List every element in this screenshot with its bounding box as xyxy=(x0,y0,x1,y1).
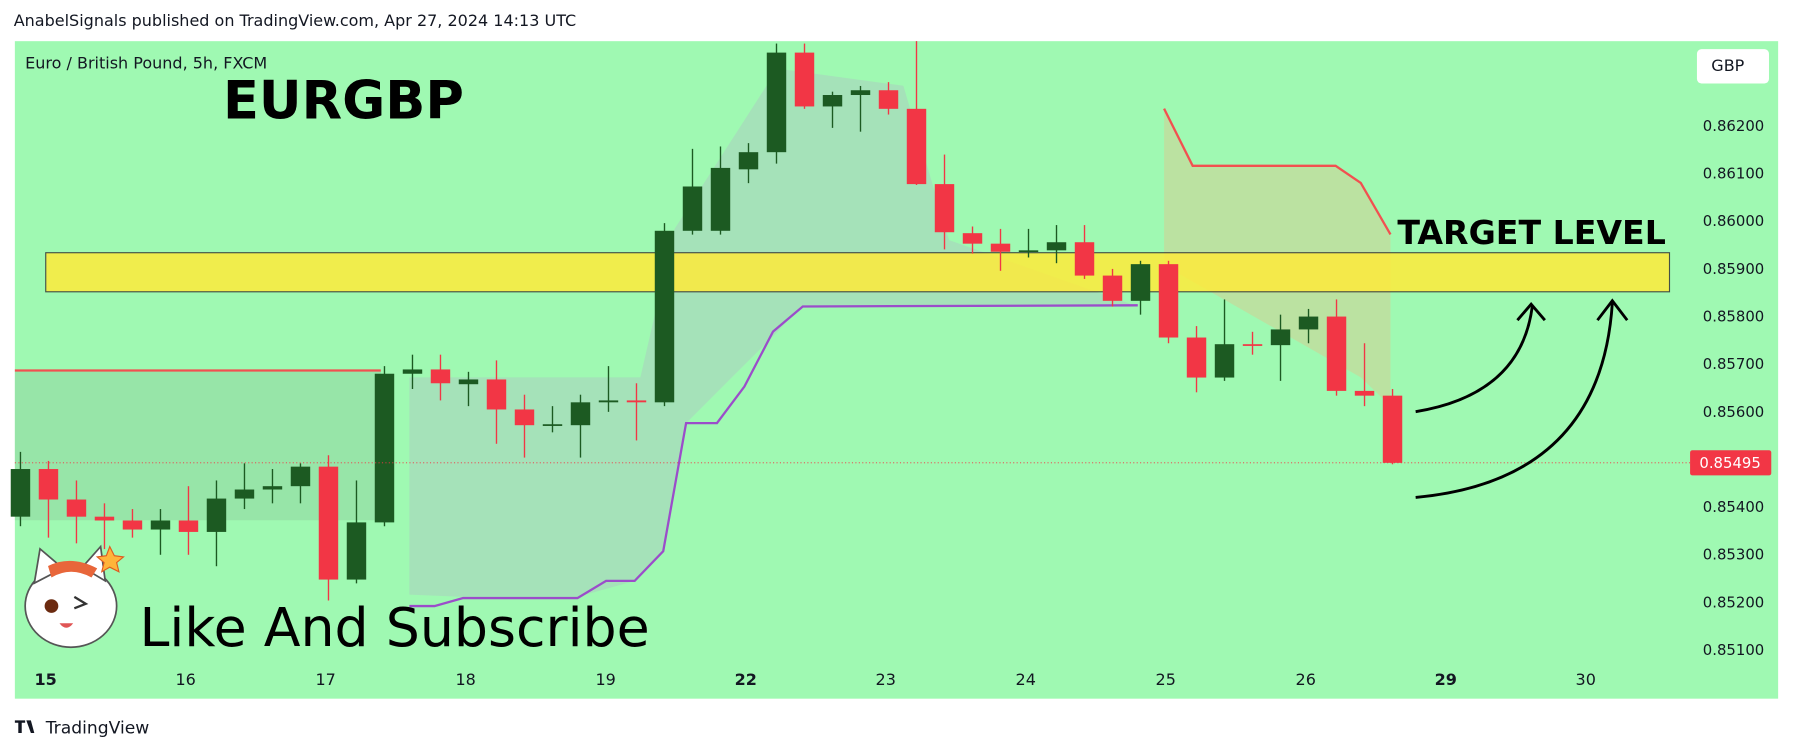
header: AnabelSignals published on TradingView.c… xyxy=(14,11,576,30)
candle-body xyxy=(514,409,535,426)
candle-body xyxy=(1326,316,1347,391)
x-tick-label: 18 xyxy=(456,670,476,689)
candle-body xyxy=(990,243,1011,252)
candle-body xyxy=(290,466,311,487)
x-tick-label: 16 xyxy=(175,670,195,689)
candle-body xyxy=(1130,264,1151,301)
y-tick-label: 0.85600 xyxy=(1703,403,1764,421)
arrow xyxy=(1415,306,1534,414)
annotation: Like And Subscribe xyxy=(140,596,650,659)
candle-body xyxy=(1074,242,1095,276)
candle-body xyxy=(1186,337,1207,378)
y-tick-label: 0.85900 xyxy=(1703,260,1764,278)
candle-body xyxy=(738,152,759,170)
candle-body xyxy=(234,489,255,499)
arrow-head xyxy=(1596,298,1629,322)
candle-body xyxy=(598,400,619,403)
candle-body xyxy=(1102,275,1123,301)
candle-body xyxy=(822,95,843,107)
x-tick-label: 24 xyxy=(1016,670,1036,689)
mascot xyxy=(24,544,125,649)
candle-body xyxy=(1270,329,1291,346)
arrow-head xyxy=(1516,301,1546,322)
x-tick-label: 25 xyxy=(1156,670,1176,689)
candle-body xyxy=(318,466,339,580)
target-zone xyxy=(45,252,1671,293)
candle-body xyxy=(682,186,703,231)
indicator-line xyxy=(1163,108,1392,235)
candle-body xyxy=(38,469,59,500)
candle-body xyxy=(1214,344,1235,378)
arrow xyxy=(1415,302,1614,499)
y-tick-label: 0.85700 xyxy=(1703,355,1764,373)
candle-body xyxy=(458,379,479,385)
candle-body xyxy=(430,369,451,384)
candle-body xyxy=(794,52,815,107)
candle-body xyxy=(486,379,507,410)
chart-title: EURGBP xyxy=(223,71,464,132)
candle-body xyxy=(94,516,115,521)
indicator-line xyxy=(409,304,1138,608)
candle-body xyxy=(1046,242,1067,251)
candle-body xyxy=(710,167,731,231)
y-tick-label: 0.85300 xyxy=(1703,546,1764,564)
candle-body xyxy=(122,520,143,530)
candle-body xyxy=(262,486,283,490)
y-tick-label: 0.85800 xyxy=(1703,308,1764,326)
candle-body xyxy=(206,498,227,532)
y-tick-label: 0.85100 xyxy=(1703,641,1764,659)
candle-body xyxy=(766,52,787,153)
candle-body xyxy=(906,108,927,185)
y-tick-label: 0.86100 xyxy=(1703,165,1764,183)
currency[interactable]: GBP xyxy=(1711,56,1744,75)
x-tick-label: 19 xyxy=(596,670,616,689)
candle-body xyxy=(934,184,955,233)
x-tick-label: 29 xyxy=(1435,670,1457,689)
candle-body xyxy=(654,230,675,403)
candle-body xyxy=(1242,344,1263,346)
candle-body xyxy=(1382,395,1403,463)
candle-body xyxy=(178,520,199,532)
candle-body xyxy=(850,90,871,96)
x-tick-label: 17 xyxy=(315,670,335,689)
cloud xyxy=(14,371,381,521)
candle-body xyxy=(374,373,395,523)
candle-body xyxy=(346,522,367,580)
last-price-label: 0.85495 xyxy=(1699,454,1760,472)
candle-body xyxy=(1354,390,1375,396)
candle-body xyxy=(10,469,31,517)
candle-body xyxy=(1158,264,1179,338)
footer: TradingView xyxy=(45,718,150,738)
candle-body xyxy=(962,233,983,244)
x-tick-label: 22 xyxy=(735,670,757,689)
currency-box[interactable] xyxy=(1696,49,1769,84)
subtitle: Euro / British Pound, 5h, FXCM xyxy=(25,54,267,73)
candle-body xyxy=(1298,316,1319,330)
candle-body xyxy=(66,499,87,517)
x-tick-label: 26 xyxy=(1296,670,1316,689)
y-tick-label: 0.86200 xyxy=(1703,117,1764,135)
candle-body xyxy=(878,90,899,109)
candle-body xyxy=(1018,250,1039,253)
candle-body xyxy=(570,402,591,426)
x-tick-label: 23 xyxy=(876,670,896,689)
x-tick-label: 30 xyxy=(1576,670,1596,689)
y-tick-label: 0.86000 xyxy=(1703,212,1764,230)
x-tick-label: 15 xyxy=(35,670,57,689)
y-tick-label: 0.85400 xyxy=(1703,498,1764,516)
last-price-box xyxy=(1690,450,1772,476)
y-tick-label: 0.85200 xyxy=(1703,593,1764,611)
candle-body xyxy=(402,369,423,374)
candle-body xyxy=(542,424,563,426)
logo xyxy=(14,720,35,733)
annotation: TARGET LEVEL xyxy=(1397,213,1665,252)
candle-body xyxy=(150,520,171,530)
candle-body xyxy=(626,400,647,403)
